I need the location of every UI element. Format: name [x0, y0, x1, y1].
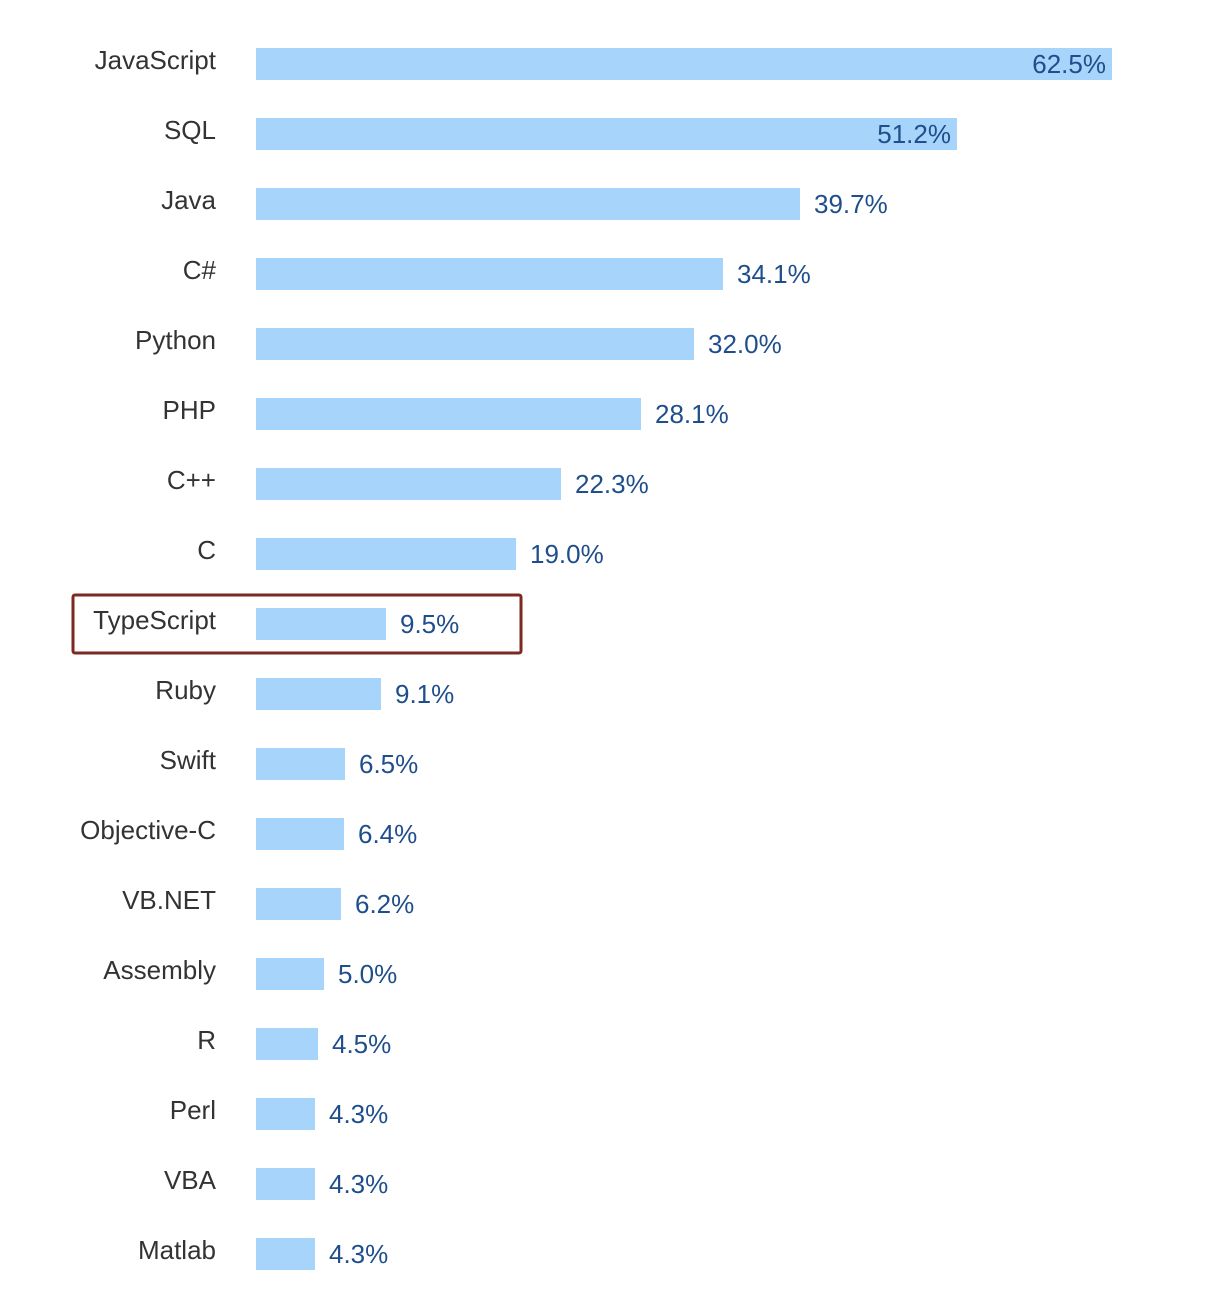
category-label-perl: Perl — [170, 1095, 216, 1125]
category-label-vba: VBA — [164, 1165, 217, 1195]
value-label-cplusplus: 22.3% — [575, 469, 649, 499]
value-label-csharp: 34.1% — [737, 259, 811, 289]
category-label-php: PHP — [163, 395, 216, 425]
bar-r — [256, 1028, 318, 1060]
value-label-vb-net: 6.2% — [355, 889, 414, 919]
highlight-box-typescript — [71, 593, 523, 655]
bar-swift — [256, 748, 345, 780]
bars-layer — [256, 48, 1112, 1270]
category-label-java: Java — [161, 185, 216, 215]
category-label-vb-net: VB.NET — [122, 885, 216, 915]
value-label-perl: 4.3% — [329, 1099, 388, 1129]
bar-c — [256, 538, 516, 570]
bar-vb-net — [256, 888, 341, 920]
category-label-python: Python — [135, 325, 216, 355]
value-label-ruby: 9.1% — [395, 679, 454, 709]
value-label-javascript: 62.5% — [1032, 49, 1106, 79]
category-label-r: R — [197, 1025, 216, 1055]
value-label-r: 4.5% — [332, 1029, 391, 1059]
highlight-layer — [71, 593, 523, 655]
bar-perl — [256, 1098, 315, 1130]
bar-javascript — [256, 48, 1112, 80]
category-label-swift: Swift — [160, 745, 217, 775]
bar-sql — [256, 118, 957, 150]
bar-typescript — [256, 608, 386, 640]
bar-ruby — [256, 678, 381, 710]
category-label-javascript: JavaScript — [95, 45, 217, 75]
value-label-objective-c: 6.4% — [358, 819, 417, 849]
value-label-sql: 51.2% — [877, 119, 951, 149]
bar-vba — [256, 1168, 315, 1200]
labels-layer: JavaScript 62.5% SQL 51.2% Java 39.7% C# 34.1% P… — [80, 45, 1106, 1269]
value-label-swift: 6.5% — [359, 749, 418, 779]
bar-java — [256, 188, 800, 220]
value-label-c: 19.0% — [530, 539, 604, 569]
value-label-typescript: 9.5% — [400, 609, 459, 639]
category-label-objective-c: Objective-C — [80, 815, 216, 845]
value-label-vba: 4.3% — [329, 1169, 388, 1199]
category-label-ruby: Ruby — [155, 675, 216, 705]
value-label-php: 28.1% — [655, 399, 729, 429]
value-label-java: 39.7% — [814, 189, 888, 219]
category-label-cplusplus: C++ — [167, 465, 216, 495]
value-label-matlab: 4.3% — [329, 1239, 388, 1269]
bar-matlab — [256, 1238, 315, 1270]
value-label-assembly: 5.0% — [338, 959, 397, 989]
category-label-typescript: TypeScript — [93, 605, 217, 635]
bar-python — [256, 328, 694, 360]
bar-assembly — [256, 958, 324, 990]
category-label-sql: SQL — [164, 115, 216, 145]
value-label-python: 32.0% — [708, 329, 782, 359]
category-label-matlab: Matlab — [138, 1235, 216, 1265]
category-label-c: C — [197, 535, 216, 565]
bar-objective-c — [256, 818, 344, 850]
category-label-assembly: Assembly — [103, 955, 216, 985]
bar-csharp — [256, 258, 723, 290]
bar-cplusplus — [256, 468, 561, 500]
category-label-csharp: C# — [183, 255, 217, 285]
bar-php — [256, 398, 641, 430]
